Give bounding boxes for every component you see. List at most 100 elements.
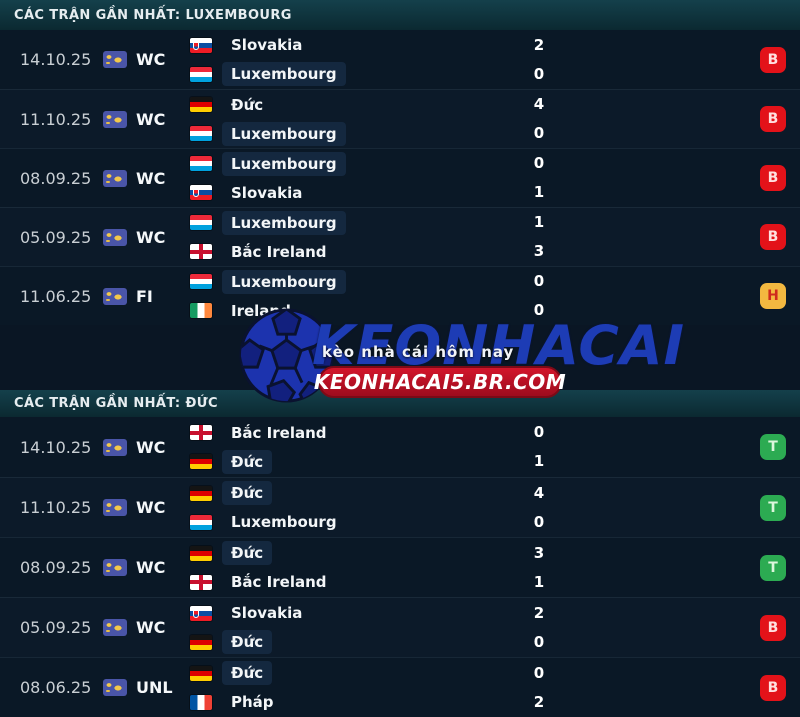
score-home: 0 (533, 663, 545, 682)
team-name: Luxembourg (222, 62, 346, 86)
score-home: 1 (533, 213, 545, 231)
world-map-icon (103, 110, 127, 128)
match-row[interactable]: 11.10.25 WC Đức Luxembourg 4 0 T (0, 477, 800, 537)
team-home: Đức (190, 539, 520, 568)
match-row[interactable]: 08.09.25 WC Luxembourg Slovakia 0 1 B (0, 148, 800, 207)
competition-label: FI (136, 286, 153, 306)
section-gap (0, 325, 800, 390)
score-away: 1 (533, 183, 545, 201)
score-column: 0 2 (520, 659, 558, 717)
world-map-icon (103, 169, 127, 187)
team-home: Đức (190, 659, 520, 688)
flag-icon (190, 185, 212, 200)
section-title: CÁC TRẬN GẦN NHẤT: LUXEMBOURG (14, 7, 292, 23)
score-home: 4 (533, 483, 545, 502)
flag-icon (190, 694, 212, 710)
team-name: Đức (222, 661, 273, 685)
match-row[interactable]: 14.10.25 WC Slovakia Luxembourg 2 0 B (0, 30, 800, 89)
teams: Luxembourg Bắc Ireland (190, 208, 520, 266)
team-away: Luxembourg (190, 508, 520, 537)
score-column: 0 1 (520, 149, 558, 207)
team-home: Đức (190, 479, 520, 508)
match-date: 11.10.25 (20, 109, 92, 129)
team-name: Slovakia (231, 604, 303, 622)
score-home: 2 (533, 603, 545, 622)
team-home: Luxembourg (190, 267, 520, 296)
section-header-duc: CÁC TRẬN GẦN NHẤT: ĐỨC (0, 390, 800, 417)
competition: WC (103, 498, 190, 517)
result-badge: B (760, 165, 786, 191)
team-name: Đức (222, 541, 273, 565)
competition-label: WC (136, 109, 166, 129)
team-name: Slovakia (231, 36, 303, 54)
competition-label: WC (136, 558, 166, 577)
flag-icon (190, 665, 212, 681)
teams: Slovakia Luxembourg (190, 31, 520, 89)
team-name: Đức (222, 449, 273, 474)
team-name: Pháp (231, 693, 274, 711)
score-column: 3 1 (520, 539, 558, 597)
flag-icon (190, 215, 212, 230)
match-row[interactable]: 11.10.25 WC Đức Luxembourg 4 0 B (0, 89, 800, 148)
result-badge: T (760, 434, 786, 460)
competition-label: WC (136, 437, 166, 457)
result-badge: H (760, 283, 786, 309)
team-name: Ireland (231, 301, 291, 320)
team-name: Bắc Ireland (231, 242, 327, 261)
competition: FI (103, 287, 190, 306)
competition: WC (103, 50, 190, 69)
flag-icon (190, 605, 212, 621)
match-date: 11.06.25 (20, 286, 92, 306)
world-map-icon (103, 438, 127, 456)
team-home: Slovakia (190, 599, 520, 628)
world-map-icon (103, 499, 127, 516)
competition: WC (103, 228, 190, 247)
flag-icon (190, 274, 212, 289)
flag-icon (190, 66, 212, 82)
match-row[interactable]: 05.09.25 WC Luxembourg Bắc Ireland 1 3 B (0, 207, 800, 266)
score-away: 3 (533, 242, 545, 260)
world-map-icon (103, 287, 127, 305)
score-column: 1 3 (520, 208, 558, 266)
flag-icon (190, 485, 212, 501)
score-home: 4 (533, 95, 545, 113)
teams: Đức Luxembourg (190, 90, 520, 148)
match-date: 14.10.25 (20, 437, 92, 457)
match-date: 14.10.25 (20, 50, 92, 69)
score-column: 2 0 (520, 599, 558, 657)
result-badge: B (760, 614, 786, 641)
team-home: Luxembourg (190, 208, 520, 237)
flag-icon (190, 126, 212, 141)
match-row[interactable]: 11.06.25 FI Luxembourg Ireland 0 0 H (0, 266, 800, 325)
score-home: 0 (533, 154, 545, 172)
match-row[interactable]: 05.09.25 WC Slovakia Đức 2 0 B (0, 597, 800, 657)
team-name: Bắc Ireland (231, 573, 327, 591)
section-header-luxembourg: CÁC TRẬN GẦN NHẤT: LUXEMBOURG (0, 0, 800, 30)
score-away: 1 (533, 572, 545, 591)
score-away: 2 (533, 692, 545, 711)
match-date: 08.09.25 (20, 558, 92, 577)
flag-icon (190, 454, 212, 469)
score-away: 1 (533, 452, 545, 470)
score-home: 2 (533, 35, 545, 54)
team-away: Bắc Ireland (190, 568, 520, 597)
teams: Đức Bắc Ireland (190, 539, 520, 597)
flag-icon (190, 303, 212, 318)
competition: WC (103, 618, 190, 637)
team-home: Luxembourg (190, 149, 520, 178)
score-column: 0 0 (520, 267, 558, 325)
world-map-icon (103, 619, 127, 636)
match-row[interactable]: 08.09.25 WC Đức Bắc Ireland 3 1 T (0, 537, 800, 597)
competition-label: WC (136, 498, 166, 517)
team-away: Luxembourg (190, 119, 520, 148)
score-column: 4 0 (520, 479, 558, 537)
match-date: 05.09.25 (20, 618, 92, 637)
result-badge: T (760, 554, 786, 581)
competition-label: WC (136, 50, 166, 69)
match-row[interactable]: 14.10.25 WC Bắc Ireland Đức 0 1 T (0, 417, 800, 477)
team-home: Bắc Ireland (190, 418, 520, 447)
match-row[interactable]: 08.06.25 UNL Đức Pháp 0 2 B (0, 657, 800, 717)
score-home: 3 (533, 543, 545, 562)
teams: Đức Pháp (190, 659, 520, 717)
flag-icon (190, 425, 212, 440)
